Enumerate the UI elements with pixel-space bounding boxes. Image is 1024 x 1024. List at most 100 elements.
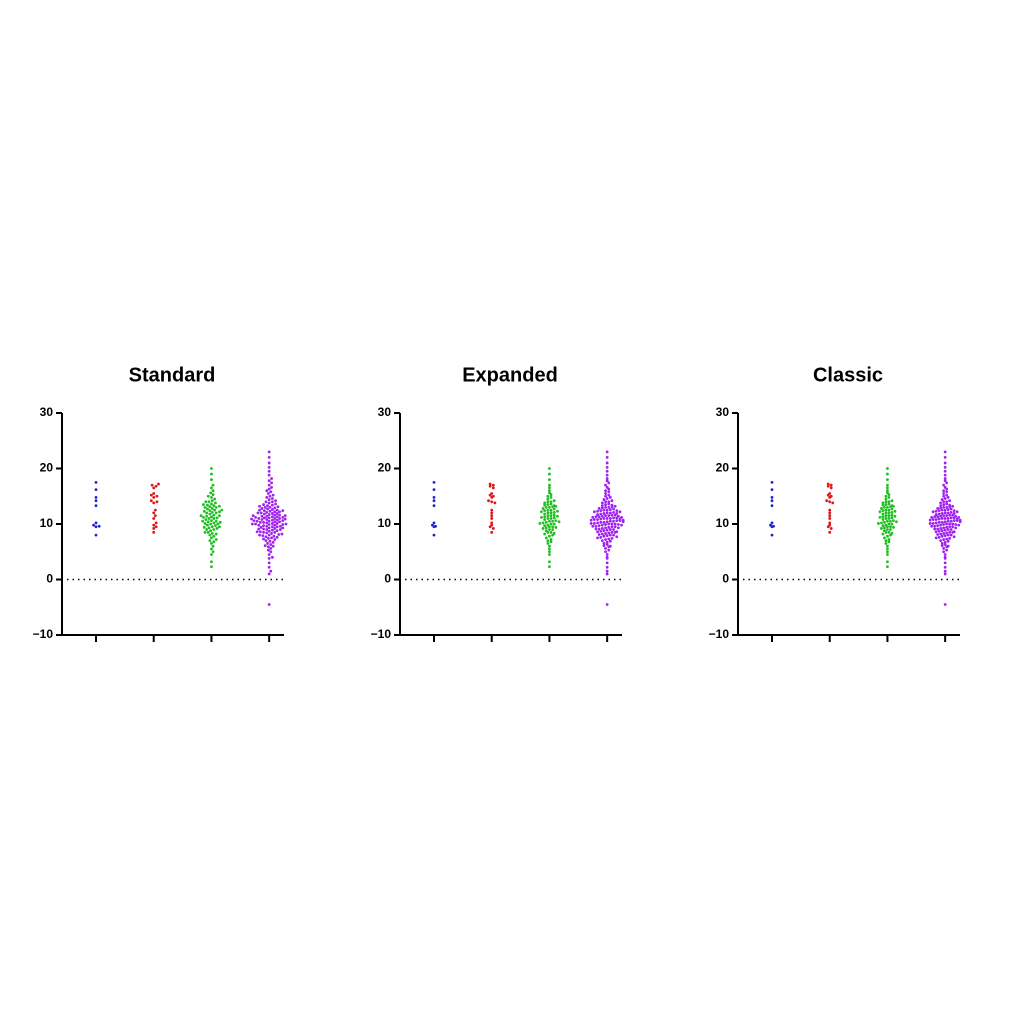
data-point xyxy=(254,522,257,526)
data-point xyxy=(262,537,265,541)
data-point xyxy=(940,512,944,515)
data-point xyxy=(488,525,492,529)
data-point xyxy=(886,565,889,569)
data-point xyxy=(267,513,271,516)
data-point xyxy=(604,538,607,541)
data-point xyxy=(948,503,952,507)
data-point xyxy=(602,508,606,512)
data-point xyxy=(943,511,947,515)
data-point xyxy=(541,527,545,530)
data-point xyxy=(612,516,615,520)
data-point xyxy=(210,542,213,545)
data-point xyxy=(604,514,607,518)
y-tick-label: 20 xyxy=(40,461,54,475)
data-point xyxy=(266,492,270,495)
data-point xyxy=(267,501,271,505)
data-point xyxy=(267,557,271,560)
data-point xyxy=(886,478,889,481)
data-point xyxy=(600,514,604,518)
data-point xyxy=(211,489,215,493)
data-point xyxy=(770,488,774,491)
data-point xyxy=(942,494,946,498)
data-point xyxy=(604,523,607,526)
data-point xyxy=(884,514,888,518)
data-point xyxy=(604,505,607,509)
data-point xyxy=(943,508,947,512)
data-point xyxy=(266,504,269,508)
data-point xyxy=(610,537,614,540)
y-tick-label: −10 xyxy=(709,627,730,641)
data-point xyxy=(543,509,547,513)
data-point xyxy=(274,499,277,503)
data-point xyxy=(94,499,98,503)
data-point xyxy=(267,461,271,465)
data-point xyxy=(548,491,551,495)
data-point xyxy=(210,502,213,506)
data-point xyxy=(548,505,551,509)
data-point xyxy=(152,523,156,527)
data-point xyxy=(275,529,279,533)
data-point xyxy=(275,525,279,529)
data-point xyxy=(881,501,885,505)
data-point xyxy=(210,499,214,503)
data-point xyxy=(205,528,209,531)
data-point xyxy=(212,540,216,544)
data-point xyxy=(890,510,894,514)
data-point xyxy=(218,510,221,514)
data-point xyxy=(612,533,615,537)
data-point xyxy=(940,534,944,538)
data-point xyxy=(490,508,494,512)
data-point xyxy=(887,508,891,512)
data-point xyxy=(281,526,285,530)
data-point xyxy=(432,495,436,499)
data-point xyxy=(605,528,609,532)
data-point xyxy=(620,515,623,519)
data-point xyxy=(934,518,938,521)
data-point xyxy=(267,456,271,459)
data-point xyxy=(884,539,888,543)
data-point xyxy=(608,519,612,523)
data-point xyxy=(607,548,611,552)
data-point xyxy=(607,537,611,541)
y-tick-label: 20 xyxy=(716,461,730,475)
data-point xyxy=(930,524,934,528)
data-point xyxy=(273,538,277,541)
data-point xyxy=(943,479,947,483)
data-point xyxy=(252,519,256,523)
data-point xyxy=(543,532,547,536)
data-point xyxy=(946,517,950,520)
data-point xyxy=(210,565,213,569)
data-point xyxy=(94,488,98,491)
data-point xyxy=(881,518,885,521)
data-point xyxy=(202,503,205,506)
data-point xyxy=(600,504,604,508)
data-point xyxy=(214,524,217,528)
data-point xyxy=(605,534,609,538)
data-point xyxy=(946,539,950,543)
data-point xyxy=(952,519,956,523)
data-point xyxy=(943,450,947,454)
data-point xyxy=(266,548,270,552)
data-point xyxy=(948,530,952,534)
data-point xyxy=(270,525,274,529)
data-point xyxy=(886,489,889,493)
data-point xyxy=(605,477,609,480)
data-point xyxy=(267,469,271,473)
data-point xyxy=(212,534,216,538)
data-point xyxy=(610,503,614,507)
data-point xyxy=(600,506,604,510)
data-point xyxy=(220,508,224,512)
data-point xyxy=(605,540,609,544)
data-point xyxy=(884,503,888,506)
data-point xyxy=(936,524,940,528)
data-point xyxy=(887,517,891,520)
data-point xyxy=(261,534,265,538)
data-point xyxy=(270,522,274,525)
data-point xyxy=(596,518,599,521)
data-point xyxy=(548,489,551,493)
data-point xyxy=(604,483,607,487)
data-point xyxy=(605,469,609,473)
data-point xyxy=(490,495,494,499)
data-point xyxy=(432,521,436,525)
data-point xyxy=(946,519,950,523)
